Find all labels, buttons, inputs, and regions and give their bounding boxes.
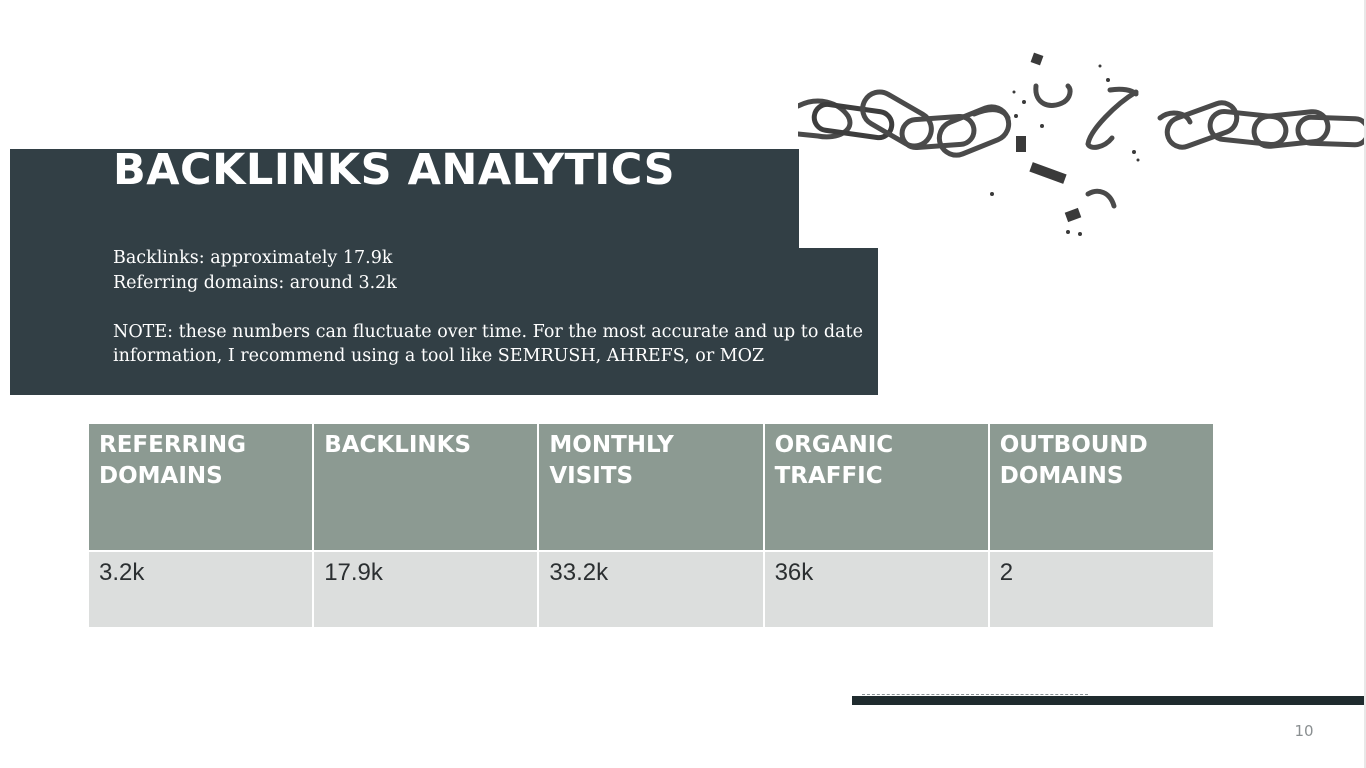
slide-title: BACKLINKS ANALYTICS <box>113 145 676 195</box>
header-outbound-domains: OUTBOUND DOMAINS <box>989 424 1213 550</box>
footer-dash-line <box>862 694 1088 695</box>
referring-domains-line: Referring domains: around 3.2k <box>113 272 397 293</box>
table-header-row: REFERRING DOMAINS BACKLINKS MONTHLY VISI… <box>89 424 1213 550</box>
cell-outbound-domains: 2 <box>989 552 1213 627</box>
header-monthly-visits: MONTHLY VISITS <box>539 424 763 550</box>
slide-edge <box>1364 0 1366 768</box>
cell-referring-domains: 3.2k <box>89 552 313 627</box>
header-backlinks: BACKLINKS <box>314 424 538 550</box>
cell-monthly-visits: 33.2k <box>539 552 763 627</box>
header-referring-domains: REFERRING DOMAINS <box>89 424 313 550</box>
title-panel <box>10 149 799 395</box>
note-text: NOTE: these numbers can fluctuate over t… <box>113 321 863 367</box>
backlinks-table: REFERRING DOMAINS BACKLINKS MONTHLY VISI… <box>87 422 1215 629</box>
body-text: Backlinks: approximately 17.9k Referring… <box>113 246 873 369</box>
broken-chain-image <box>798 52 1366 236</box>
cell-backlinks: 17.9k <box>314 552 538 627</box>
backlinks-line: Backlinks: approximately 17.9k <box>113 248 393 268</box>
cell-organic-traffic: 36k <box>764 552 988 627</box>
table-row: 3.2k 17.9k 33.2k 36k 2 <box>89 552 1213 627</box>
header-organic-traffic: ORGANIC TRAFFIC <box>764 424 988 550</box>
footer-bar <box>852 696 1366 705</box>
page-number: 10 <box>1294 722 1314 740</box>
title-panel-extension <box>790 248 878 395</box>
